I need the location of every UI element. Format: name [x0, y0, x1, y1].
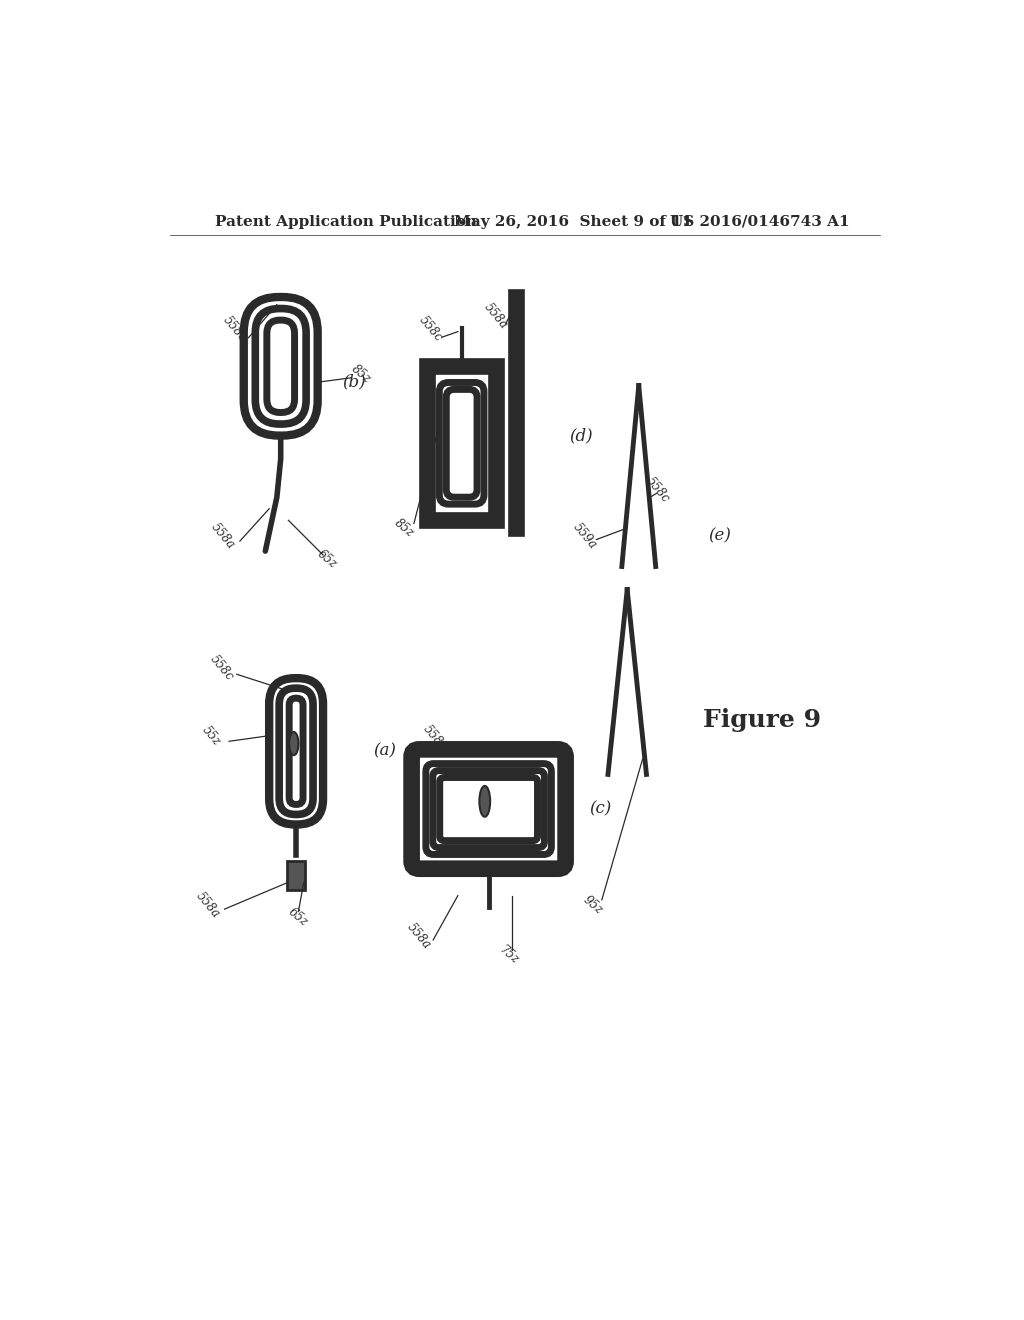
Text: 55z: 55z: [200, 723, 223, 748]
Text: 558c: 558c: [644, 474, 673, 504]
FancyBboxPatch shape: [427, 367, 497, 520]
Text: 95z: 95z: [581, 894, 605, 917]
Text: (e): (e): [709, 527, 731, 544]
Text: Figure 9: Figure 9: [702, 709, 821, 733]
Ellipse shape: [479, 785, 490, 817]
Ellipse shape: [289, 733, 298, 755]
Text: 65z: 65z: [314, 546, 339, 570]
Text: 559a: 559a: [570, 520, 599, 552]
Text: Patent Application Publication: Patent Application Publication: [215, 215, 477, 228]
Text: 558a: 558a: [482, 301, 511, 331]
Text: 85z: 85z: [391, 516, 416, 540]
Text: May 26, 2016  Sheet 9 of 11: May 26, 2016 Sheet 9 of 11: [454, 215, 692, 228]
Text: 65z: 65z: [286, 906, 310, 929]
Text: (b): (b): [342, 374, 366, 391]
Text: 558c: 558c: [220, 314, 249, 345]
Text: 558a: 558a: [194, 890, 222, 921]
FancyBboxPatch shape: [412, 750, 565, 869]
Text: 558c: 558c: [207, 653, 236, 684]
Text: 558a: 558a: [404, 920, 434, 952]
Text: 558c: 558c: [417, 314, 445, 345]
Text: (a): (a): [373, 743, 396, 760]
Text: 75z: 75z: [497, 944, 521, 968]
Bar: [287, 861, 305, 890]
Text: 558c: 558c: [421, 722, 450, 752]
Text: (d): (d): [569, 428, 593, 444]
Text: (c): (c): [589, 800, 611, 817]
Text: US 2016/0146743 A1: US 2016/0146743 A1: [670, 215, 849, 228]
Text: 85z: 85z: [349, 362, 374, 385]
Text: 558a: 558a: [209, 520, 238, 552]
